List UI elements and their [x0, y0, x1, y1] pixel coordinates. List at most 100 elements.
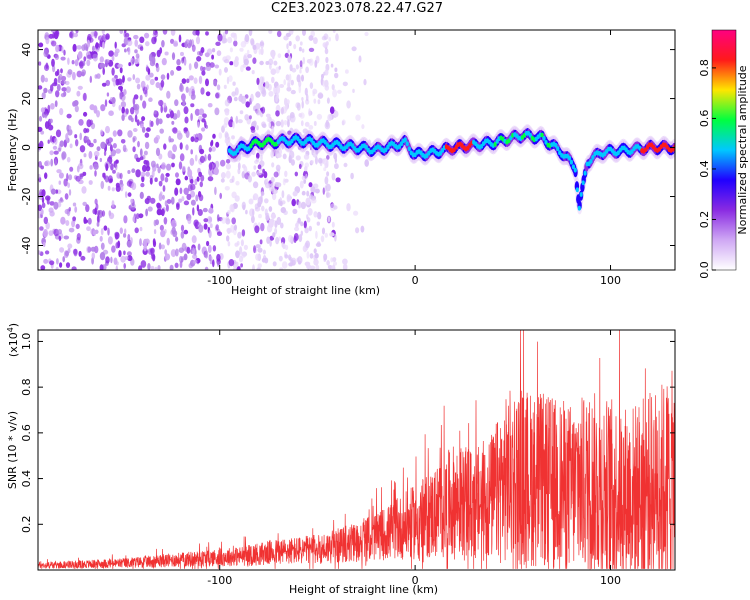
noise-mark	[255, 152, 260, 159]
x-tick-label: 100	[600, 574, 621, 587]
noise-mark	[310, 160, 314, 164]
noise-mark	[285, 102, 289, 111]
ridge-core	[235, 148, 239, 153]
noise-mark	[83, 153, 87, 158]
noise-mark	[306, 190, 310, 197]
noise-mark	[88, 180, 93, 185]
noise-mark	[291, 67, 297, 73]
noise-mark	[331, 265, 336, 270]
noise-mark	[308, 108, 311, 117]
noise-mark	[132, 216, 136, 223]
noise-mark	[66, 113, 72, 119]
noise-mark	[261, 106, 266, 114]
noise-mark	[184, 116, 189, 124]
noise-mark	[115, 185, 121, 192]
noise-mark	[51, 40, 57, 47]
noise-mark	[145, 208, 149, 217]
noise-mark	[227, 210, 231, 215]
chart-title: C2E3.2023.078.22.47.G27	[270, 1, 444, 16]
noise-mark	[212, 48, 216, 53]
noise-mark	[199, 181, 203, 188]
noise-mark	[100, 129, 104, 136]
noise-mark	[313, 121, 317, 126]
noise-mark	[261, 123, 267, 129]
noise-mark	[232, 267, 237, 270]
noise-mark	[306, 59, 312, 64]
y-tick-label: -40	[20, 237, 33, 255]
noise-mark	[174, 99, 179, 107]
noise-mark	[116, 261, 119, 266]
x-tick-label: 0	[412, 274, 419, 287]
noise-mark	[350, 172, 354, 180]
noise-mark	[107, 137, 114, 143]
noise-mark	[258, 83, 263, 91]
noise-mark	[268, 90, 274, 97]
noise-mark	[309, 253, 314, 259]
noise-mark	[313, 37, 318, 45]
noise-mark	[288, 234, 293, 243]
noise-mark	[241, 171, 246, 179]
noise-mark	[159, 128, 164, 134]
noise-mark	[223, 84, 227, 89]
noise-mark	[304, 166, 308, 172]
noise-mark	[190, 149, 193, 155]
noise-mark	[281, 200, 286, 205]
noise-mark	[163, 217, 168, 225]
noise-mark	[166, 90, 171, 99]
noise-mark	[275, 110, 280, 117]
noise-mark	[57, 229, 62, 235]
noise-mark	[94, 198, 98, 205]
noise-mark	[321, 73, 324, 80]
noise-mark	[335, 33, 339, 42]
noise-mark	[207, 103, 213, 108]
noise-mark	[333, 110, 339, 118]
noise-mark	[166, 237, 170, 246]
noise-mark	[68, 207, 72, 212]
noise-mark	[91, 252, 96, 260]
noise-mark	[272, 261, 277, 267]
noise-mark	[230, 32, 236, 38]
noise-mark	[119, 66, 123, 74]
noise-mark	[81, 69, 86, 76]
noise-mark	[65, 250, 69, 257]
noise-mark	[75, 223, 80, 230]
noise-mark	[125, 108, 129, 115]
noise-mark	[117, 78, 123, 85]
noise-mark	[316, 113, 323, 120]
noise-mark	[251, 70, 255, 75]
noise-mark	[342, 263, 348, 270]
noise-mark	[355, 227, 360, 234]
noise-mark	[110, 163, 114, 171]
noise-mark	[224, 186, 230, 191]
noise-mark	[99, 157, 103, 163]
noise-mark	[166, 199, 172, 204]
noise-mark	[247, 54, 253, 59]
noise-mark	[280, 119, 284, 128]
noise-mark	[305, 66, 309, 74]
noise-mark	[284, 254, 289, 259]
noise-mark	[41, 196, 45, 204]
noise-mark	[127, 130, 133, 138]
noise-mark	[79, 145, 86, 153]
noise-mark	[40, 265, 46, 270]
noise-mark	[301, 74, 304, 82]
noise-mark	[103, 225, 108, 231]
noise-mark	[93, 163, 99, 170]
noise-mark	[146, 127, 151, 132]
noise-mark	[302, 30, 306, 36]
noise-mark	[131, 168, 136, 173]
noise-mark	[259, 60, 264, 66]
noise-mark	[324, 185, 327, 192]
noise-mark	[248, 30, 253, 37]
noise-mark	[94, 46, 100, 53]
noise-mark	[304, 121, 310, 127]
noise-mark	[261, 89, 267, 97]
noise-mark	[289, 64, 293, 72]
noise-mark	[43, 87, 48, 94]
noise-mark	[135, 169, 141, 178]
noise-mark	[283, 79, 287, 86]
noise-mark	[133, 94, 139, 100]
noise-mark	[192, 254, 198, 260]
noise-mark	[268, 206, 273, 212]
noise-mark	[227, 241, 231, 247]
